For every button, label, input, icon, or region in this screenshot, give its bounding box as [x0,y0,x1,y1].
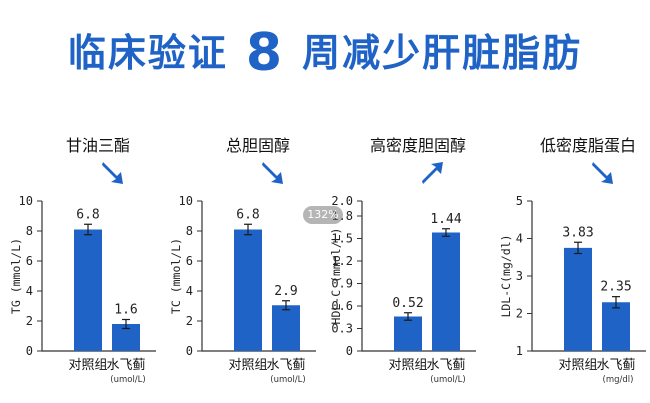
y-tick-label: 0.3 [331,322,353,336]
arrow-down-icon [592,162,613,184]
y-tick-label: 1.5 [331,232,353,246]
y-tick-label: 8 [26,224,33,238]
chart-title: 高密度胆固醇 [370,136,466,155]
y-axis-label: LDL-C(mg/dl) [499,234,513,317]
bar [432,232,460,351]
y-tick-label: 5 [516,194,523,208]
data-label: 2.9 [274,284,297,299]
headline: 临床验证 8 周减少肝脏脂肪 [0,22,650,83]
arrow-up-icon [422,162,443,184]
category-unit-label: (mg/dl) [603,375,634,385]
data-label: 2.35 [600,280,631,295]
y-tick-label: 4 [26,284,33,298]
bar [74,229,102,351]
data-label: 6.8 [236,207,259,222]
bar [234,229,262,351]
category-label: 水飞蓟 [266,358,305,373]
data-label: 0.52 [392,296,423,311]
y-tick-label: 4 [516,232,523,246]
chart-title: 甘油三酯 [66,136,130,155]
headline-number: 8 [245,23,285,83]
bar [564,247,592,351]
y-tick-label: 8 [186,224,193,238]
y-tick-label: 0 [346,344,353,358]
category-label: 对照组 [228,358,267,373]
category-label: 水飞蓟 [596,358,635,373]
y-tick-label: 0 [186,344,193,358]
data-label: 6.8 [76,207,99,222]
y-tick-label: 1.2 [331,254,353,268]
category-unit-label: (umol/L) [110,375,145,385]
data-label: 1.6 [114,303,137,318]
y-tick-label: 2 [516,307,523,321]
y-tick-label: 2 [186,314,193,328]
y-axis-label: HDL-C (mmol/L) [329,228,343,325]
y-tick-label: 6 [26,254,33,268]
data-label: 3.83 [562,225,593,240]
category-label: 水飞蓟 [106,358,145,373]
y-tick-label: 0 [26,344,33,358]
headline-suffix: 周减少肝脏脂肪 [302,31,583,75]
bar [602,302,630,351]
chart-tc: 总胆固醇 0 2 4 6 8 10 TC (mmol/L) 6.8 对照组 2.9 水飞蓟 (umol/… [169,136,316,385]
category-label: 水飞蓟 [426,358,465,373]
zoom-level-badge: 132% [303,206,343,224]
category-unit-label: (umol/L) [270,375,305,385]
y-tick-label: 6 [186,254,193,268]
category-label: 对照组 [558,358,597,373]
category-unit-label: (umol/L) [430,375,465,385]
arrow-down-icon [262,162,283,184]
y-tick-label: 0.9 [331,277,353,291]
category-label: 对照组 [68,358,107,373]
y-axis-label: TG (mmol/L) [9,238,23,314]
headline-prefix: 临床验证 [67,31,228,75]
y-axis-label: TC (mmol/L) [169,238,183,314]
y-tick-label: 2.0 [331,194,353,208]
bar [272,305,300,351]
bar [394,316,422,351]
y-tick-label: 0.6 [331,299,353,313]
y-tick-label: 10 [179,194,193,208]
chart-title: 低密度脂蛋白 [540,136,636,155]
y-tick-label: 10 [19,194,33,208]
chart-ldl: 低密度脂蛋白 1 2 3 4 5 LDL-C(mg/dl) 3.83 对照组 2.35 水飞蓟 (mg… [499,136,646,385]
chart-tg: 甘油三酯 0 2 4 6 8 10 TG (mmol/L) 6.8 对照组 1.6 水飞蓟 (umol/… [9,136,156,385]
y-tick-label: 1 [516,344,523,358]
chart-title: 总胆固醇 [226,136,290,155]
y-tick-label: 2 [26,314,33,328]
category-label: 对照组 [388,358,427,373]
data-label: 1.44 [430,212,461,227]
arrow-down-icon [102,162,123,184]
y-tick-label: 3 [516,269,523,283]
y-tick-label: 4 [186,284,193,298]
